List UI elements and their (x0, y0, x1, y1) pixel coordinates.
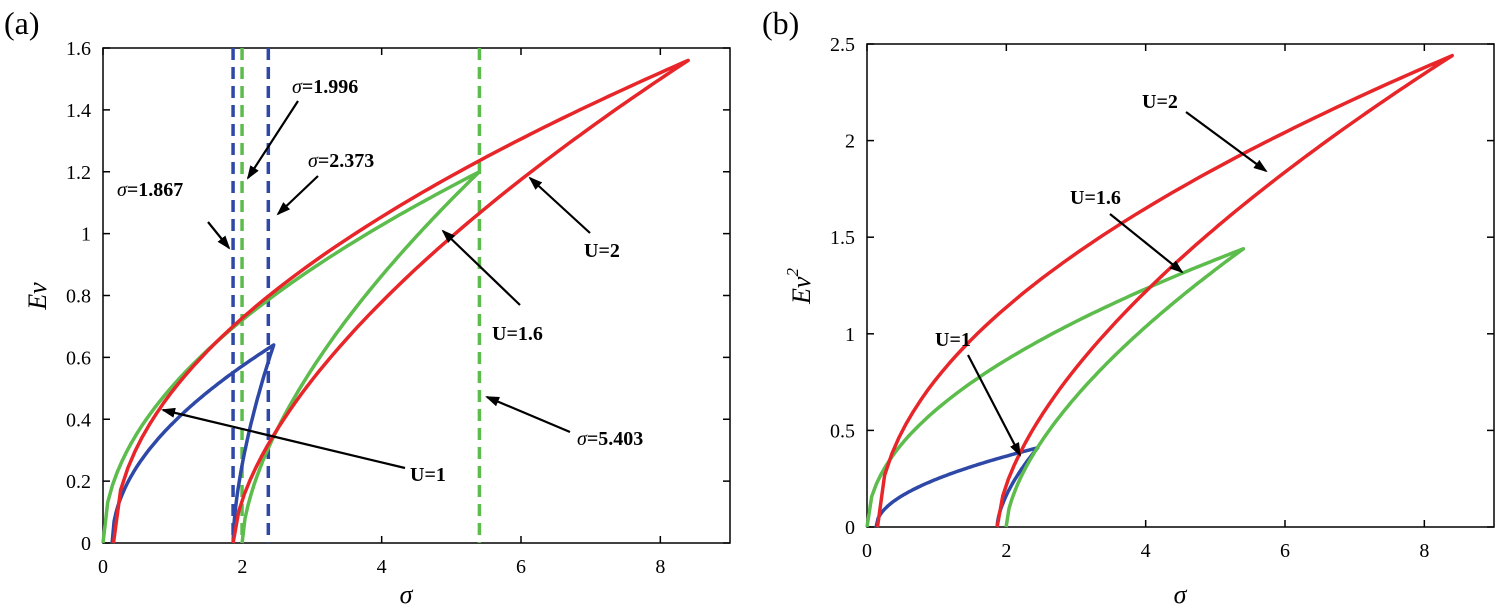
series-U-1-6 (865, 247, 1246, 528)
y-tick-label: 1 (845, 324, 855, 346)
y-tick-label: 2.5 (830, 34, 855, 56)
x-tick-label: 0 (862, 540, 872, 562)
chart-a: (a) 0 2 4 6 8 0 0.2 0.4 0.6 0.8 1 1.2 1.4 1.6 σ Ev σ=… (4, 5, 731, 608)
annotation-U2-a: U=2 (528, 176, 620, 262)
y-tick-label: 0 (81, 533, 91, 555)
y-tick-label: 1.5 (830, 227, 855, 249)
arrow-sigma-5403 (485, 395, 571, 434)
y-axis-label-b: Ev2 (783, 268, 816, 305)
annotation-sigma-2373: σ=2.373 (276, 150, 374, 216)
svg-text:U=2: U=2 (584, 240, 620, 262)
annotation-sigma-1996: σ=1.996 (246, 76, 358, 180)
y-axis-label-a: Ev (23, 282, 52, 311)
y-tick-label: 1.4 (66, 100, 91, 122)
arrow-U2-b (1185, 111, 1268, 173)
annotation-U16-b: U=1.6 (1070, 187, 1184, 274)
series-U-2 (111, 58, 690, 544)
svg-text:Ev2: Ev2 (783, 268, 816, 305)
svg-text:σ=2.373: σ=2.373 (308, 150, 374, 172)
arrow-U2-a (528, 176, 591, 234)
curves-b (865, 53, 1454, 528)
series-U-1 (110, 343, 276, 544)
x-tick-label: 8 (1419, 540, 1429, 562)
y-tick-label: 0 (845, 517, 855, 539)
svg-text:σ=5.403: σ=5.403 (577, 428, 643, 450)
y-tick-label: 1.6 (66, 38, 91, 60)
annotation-U2-b: U=2 (1142, 91, 1268, 173)
annotation-sigma-1867: σ=1.867 (117, 179, 231, 250)
arrow-U16-a (441, 229, 521, 306)
y-tick-label: 0.2 (66, 471, 91, 493)
y-tick-label: 1 (81, 224, 91, 246)
svg-text:U=1.6: U=1.6 (492, 323, 543, 345)
axis-ticks-a: 0 2 4 6 8 0 0.2 0.4 0.6 0.8 1 1.2 1.4 1.6 (66, 38, 730, 578)
annotation-U16-a: U=1.6 (441, 229, 543, 345)
arrow-U1-a (161, 407, 406, 470)
x-tick-label: 2 (237, 556, 247, 578)
annotation-U1-a: U=1 (161, 407, 446, 486)
series-U-1 (874, 446, 1040, 528)
arrow-sigma-1996 (246, 100, 299, 180)
series-U-2 (875, 53, 1454, 528)
y-tick-label: 0.5 (830, 420, 855, 442)
arrow-U1-b (967, 354, 1021, 457)
x-tick-label: 4 (377, 556, 387, 578)
x-axis-label-a: σ (400, 580, 414, 608)
x-tick-label: 4 (1141, 540, 1151, 562)
y-tick-label: 1.2 (66, 162, 91, 184)
annotation-sigma-5403: σ=5.403 (485, 395, 643, 450)
y-tick-label: 2 (845, 131, 855, 153)
panel-label-b: (b) (762, 5, 799, 41)
x-tick-label: 8 (655, 556, 665, 578)
svg-text:U=1.6: U=1.6 (1070, 187, 1121, 209)
x-tick-label: 2 (1001, 540, 1011, 562)
series-U-1-6 (101, 170, 482, 544)
y-tick-label: 0.6 (66, 347, 91, 369)
y-tick-label: 0.8 (66, 286, 91, 308)
curves-a (101, 58, 690, 544)
arrow-sigma-2373 (276, 175, 319, 216)
x-tick-label: 6 (516, 556, 526, 578)
svg-text:σ=1.996: σ=1.996 (292, 76, 358, 98)
svg-text:U=1: U=1 (935, 329, 971, 351)
plot-frame-b (866, 43, 1495, 528)
x-tick-label: 6 (1280, 540, 1290, 562)
chart-b: (b) 0 2 4 6 8 0 0.5 1 1.5 2 2.5 σ Ev2 U=2 U=1.6 U=… (762, 5, 1495, 608)
x-axis-label-b: σ (1174, 580, 1188, 608)
svg-text:U=2: U=2 (1142, 91, 1178, 113)
panel-label-a: (a) (4, 5, 40, 41)
svg-text:U=1: U=1 (410, 464, 446, 486)
y-tick-label: 0.4 (66, 409, 91, 431)
arrow-sigma-1867 (207, 221, 231, 250)
arrow-U16-b (1109, 213, 1184, 274)
svg-text:σ=1.867: σ=1.867 (117, 179, 183, 201)
x-tick-label: 0 (98, 556, 108, 578)
annotation-U1-b: U=1 (935, 329, 1021, 457)
